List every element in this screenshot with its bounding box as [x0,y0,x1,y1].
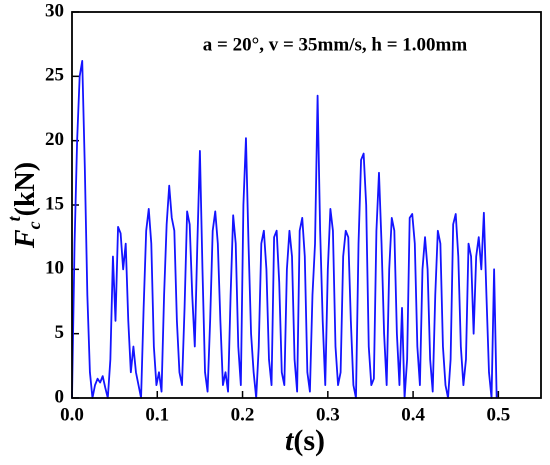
y-axis-label: Fct(kN) [4,162,44,249]
x-tick-label: 0.2 [231,404,255,425]
y-label-unit: (kN) [10,162,41,216]
y-label-superscript: t [4,215,24,221]
annotation: a = 20°, v = 35mm/s, h = 1.00mm [203,34,468,55]
y-label-symbol: F [10,229,41,249]
x-tick-label: 0.5 [486,404,510,425]
y-tick-label: 25 [45,65,64,86]
data-line [71,59,498,399]
y-tick-label: 20 [45,129,64,150]
y-tick-label: 5 [55,322,65,343]
x-tick-label: 0.4 [401,404,425,425]
y-label-subscript: c [24,221,44,229]
plot-frame [71,11,542,399]
y-tick-label: 0 [55,386,65,407]
y-tick-label: 15 [45,193,64,214]
x-tick-label: 0.0 [60,404,84,425]
x-tick-label: 0.1 [145,404,169,425]
x-label-unit: (s) [293,424,325,457]
y-tick-label: 30 [45,0,64,21]
y-tick-label: 10 [45,258,64,279]
x-label-symbol: t [285,424,295,457]
x-tick-label: 0.3 [316,404,340,425]
x-axis-label: t(s) [285,424,325,457]
